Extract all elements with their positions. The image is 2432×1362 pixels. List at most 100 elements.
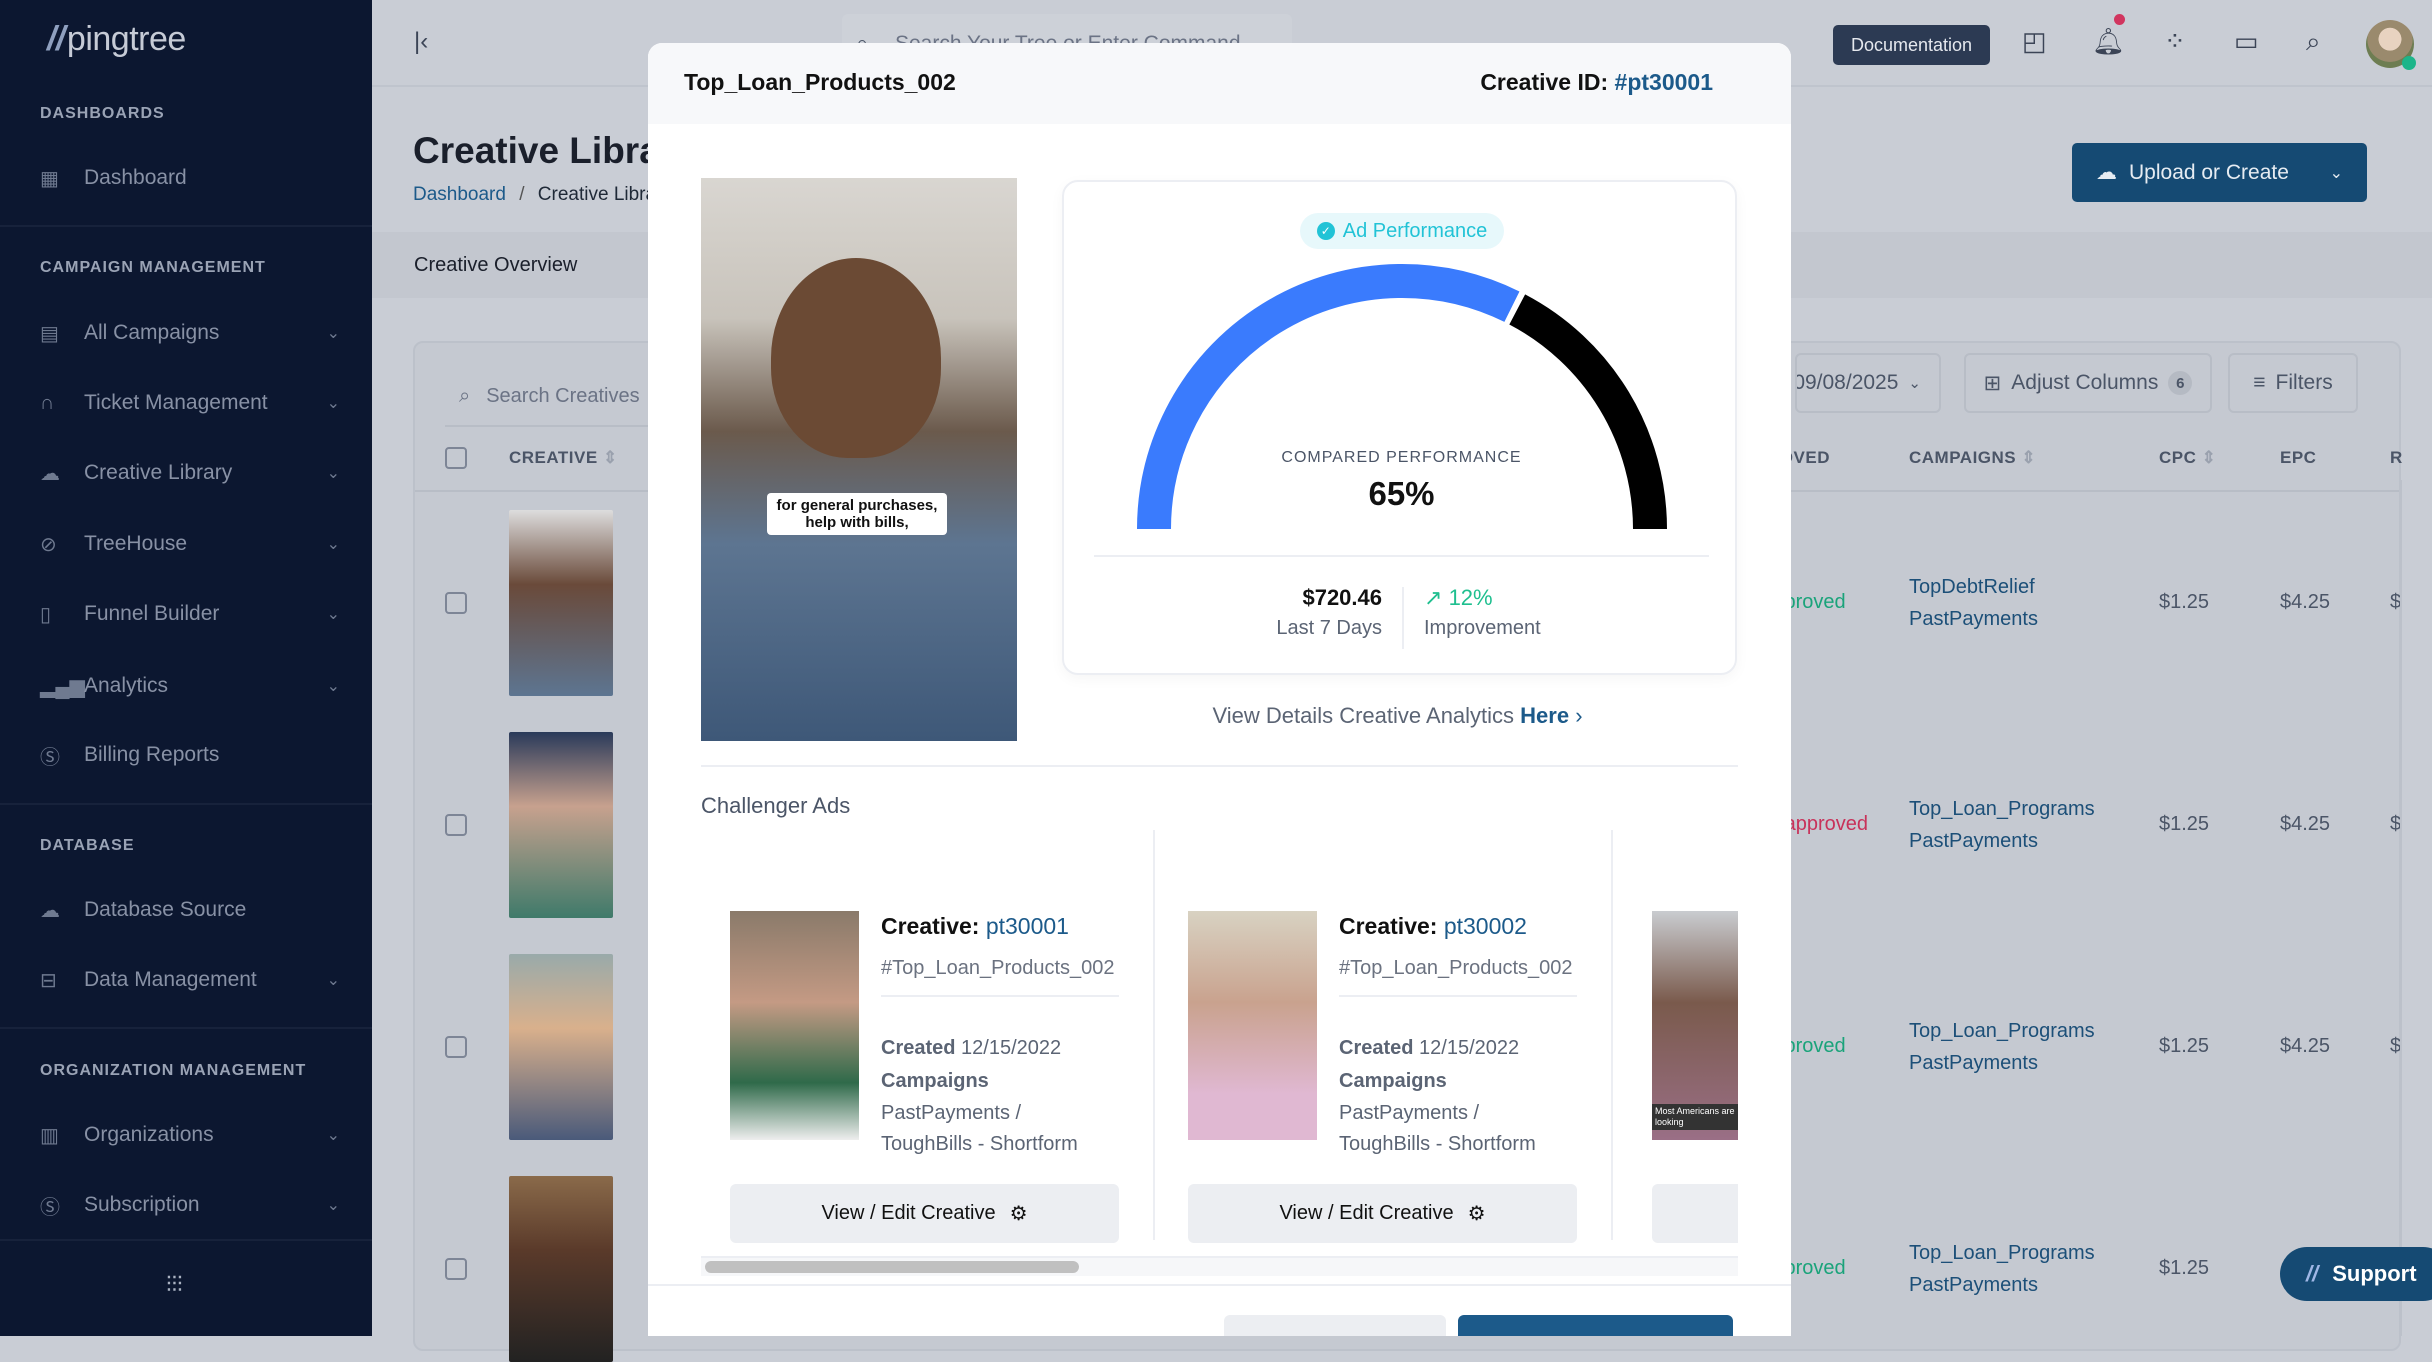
card-separator <box>1611 830 1613 1240</box>
cloud-icon: ☁ <box>40 462 60 485</box>
creative-tag: #Top_Loan_Products_002 <box>881 957 1115 979</box>
row-checkbox[interactable] <box>445 1036 467 1058</box>
creative-label: Creative: <box>1339 913 1438 939</box>
sidebar-item-treehouse[interactable]: ⊘ TreeHouse ⌄ <box>40 519 340 569</box>
created-value: 12/15/2022 <box>1419 1037 1520 1059</box>
challenger-creative-title: Creative: pt30001 <box>881 913 1069 940</box>
challenger-carousel: Creative: pt30001 #Top_Loan_Products_002… <box>701 830 1738 1275</box>
adjust-columns-button[interactable]: ⊞ Adjust Columns 6 <box>1964 353 2212 413</box>
cpc-value: $1.25 <box>2159 591 2210 613</box>
apps-grid-icon[interactable]: ⁘ <box>2164 26 2186 56</box>
scrollbar-thumb[interactable] <box>705 1261 1079 1273</box>
compass-icon: ⊘ <box>40 533 57 556</box>
sidebar-item-database-source[interactable]: ☁ Database Source <box>40 885 340 935</box>
campaigns-label: Campaigns <box>1339 1070 1447 1092</box>
row-checkbox[interactable] <box>445 592 467 614</box>
button-label: View / Edit Creative <box>1279 1202 1454 1224</box>
challenger-thumbnail[interactable] <box>1188 911 1317 1140</box>
tab-creative-overview[interactable]: Creative Overview <box>414 254 578 276</box>
campaigns-label: Campaigns <box>881 1070 989 1092</box>
creative-thumbnail[interactable] <box>509 954 613 1140</box>
campaign-link[interactable]: PastPayments <box>1909 1274 2038 1296</box>
avatar[interactable] <box>2366 20 2416 70</box>
sidebar-item-subscription[interactable]: Ⓢ Subscription ⌄ <box>40 1180 340 1230</box>
search-icon[interactable]: ⌕ <box>2306 26 2321 56</box>
sidebar-item-ticket-management[interactable]: ∩ Ticket Management ⌄ <box>40 378 340 428</box>
filters-button[interactable]: ≡ Filters <box>2228 353 2358 413</box>
header-label: CPC <box>2159 448 2197 467</box>
server-icon: ⊟ <box>40 969 57 992</box>
sidebar-item-creative-library[interactable]: ☁ Creative Library ⌄ <box>40 448 340 498</box>
sidebar-item-organizations[interactable]: ▥ Organizations ⌄ <box>40 1110 340 1160</box>
support-button[interactable]: // Support <box>2280 1247 2432 1301</box>
pingtree-mark-icon: // <box>2306 1261 2319 1286</box>
carousel-scrollbar[interactable] <box>701 1256 1738 1276</box>
pingtree-logo[interactable]: //pingtree <box>47 20 186 58</box>
column-header-creative[interactable]: CREATIVE ⇕ <box>509 448 618 468</box>
challenger-thumbnail[interactable]: Most Americans are looking <box>1652 911 1738 1140</box>
campaign-link[interactable]: Top_Loan_Programs <box>1909 798 2095 820</box>
row-checkbox[interactable] <box>445 1258 467 1280</box>
card-separator <box>1153 830 1155 1240</box>
campaign-link[interactable]: PastPayments <box>1909 1052 2038 1074</box>
campaign-link[interactable]: PastPayments <box>1909 608 2038 630</box>
creative-thumbnail[interactable] <box>509 1176 613 1362</box>
column-header-r[interactable]: R <box>2390 448 2403 468</box>
date-range-dropdown[interactable]: 09/08/2025 ⌄ <box>1795 353 1941 413</box>
sidebar-item-label: Funnel Builder <box>84 602 220 625</box>
improvement-stat: ↗ 12% Improvement <box>1424 585 1541 640</box>
confirm-button[interactable] <box>1458 1315 1733 1336</box>
section-campaign-management: CAMPAIGN MANAGEMENT <box>40 259 266 276</box>
column-header-cpc[interactable]: CPC ⇕ <box>2159 448 2216 468</box>
campaign-link[interactable]: Top_Loan_Programs <box>1909 1020 2095 1042</box>
bell-icon[interactable]: 🔔︎ <box>2092 14 2125 57</box>
chat-icon[interactable]: ▭ <box>2234 26 2259 56</box>
settings-sliders-icon[interactable]: ⫶⫶⫶ <box>166 1272 183 1297</box>
view-details-link[interactable]: View Details Creative Analytics Here › <box>648 703 1791 729</box>
sort-icon: ⇕ <box>602 448 618 467</box>
sidebar-item-all-campaigns[interactable]: ▤ All Campaigns ⌄ <box>40 308 340 358</box>
campaign-link[interactable]: PastPayments <box>1909 830 2038 852</box>
breadcrumb-dashboard[interactable]: Dashboard <box>413 184 506 205</box>
campaign-link[interactable]: ToughBills - Shortform <box>881 1133 1078 1155</box>
cancel-button[interactable] <box>1224 1315 1446 1336</box>
view-edit-creative-button[interactable] <box>1652 1184 1738 1243</box>
creative-id-link[interactable]: pt30001 <box>985 913 1069 939</box>
campaign-link[interactable]: Top_Loan_Programs <box>1909 1242 2095 1264</box>
sidebar-item-billing-reports[interactable]: Ⓢ Billing Reports <box>40 730 340 780</box>
campaign-link[interactable]: PastPayments / <box>1339 1102 1480 1124</box>
breadcrumb-separator: / <box>519 184 525 205</box>
upload-or-create-button[interactable]: ☁ Upload or Create ⌄ <box>2072 143 2367 202</box>
creative-id-value[interactable]: #pt30001 <box>1614 69 1713 95</box>
campaign-link[interactable]: TopDebtRelief <box>1909 576 2035 598</box>
column-header-epc[interactable]: EPC <box>2280 448 2316 468</box>
select-all-checkbox[interactable] <box>445 447 467 469</box>
details-text: View Details Creative Analytics <box>1212 703 1515 728</box>
sidebar-item-label: Database Source <box>84 898 247 921</box>
creative-video-preview[interactable]: for general purchases, help with bills, <box>701 178 1017 741</box>
collapse-sidebar-icon[interactable]: |‹ <box>414 28 429 55</box>
search-creatives-input[interactable]: ⌕ Search Creatives <box>445 367 745 427</box>
details-here-link[interactable]: Here <box>1520 703 1570 728</box>
documentation-button[interactable]: Documentation <box>1833 25 1990 65</box>
sidebar-item-data-management[interactable]: ⊟ Data Management ⌄ <box>40 955 340 1005</box>
sidebar-item-funnel-builder[interactable]: ▯ Funnel Builder ⌄ <box>40 589 340 639</box>
check-circle-icon: ✓ <box>1316 222 1335 240</box>
sidebar-item-analytics[interactable]: ▂▄▆ Analytics ⌄ <box>40 661 340 711</box>
row-checkbox[interactable] <box>445 814 467 836</box>
challenger-thumbnail[interactable] <box>730 911 859 1140</box>
creative-thumbnail[interactable] <box>509 732 613 918</box>
creative-thumbnail[interactable] <box>509 510 613 696</box>
column-header-campaigns[interactable]: CAMPAIGNS ⇕ <box>1909 448 2036 468</box>
campaign-link[interactable]: PastPayments / <box>881 1102 1022 1124</box>
window-icon[interactable]: ◰ <box>2022 26 2047 56</box>
cpc-value: $1.25 <box>2159 813 2210 835</box>
creative-id-link[interactable]: pt30002 <box>1443 913 1527 939</box>
r-value: $ <box>2390 1035 2401 1057</box>
sidebar-item-dashboard[interactable]: ▦ Dashboard <box>40 153 340 203</box>
view-edit-creative-button[interactable]: View / Edit Creative ⚙ <box>730 1184 1119 1243</box>
campaign-link[interactable]: ToughBills - Shortform <box>1339 1133 1536 1155</box>
page-title: Creative Library <box>413 130 695 171</box>
breadcrumb-current: Creative Library <box>537 184 672 205</box>
view-edit-creative-button[interactable]: View / Edit Creative ⚙ <box>1188 1184 1577 1243</box>
